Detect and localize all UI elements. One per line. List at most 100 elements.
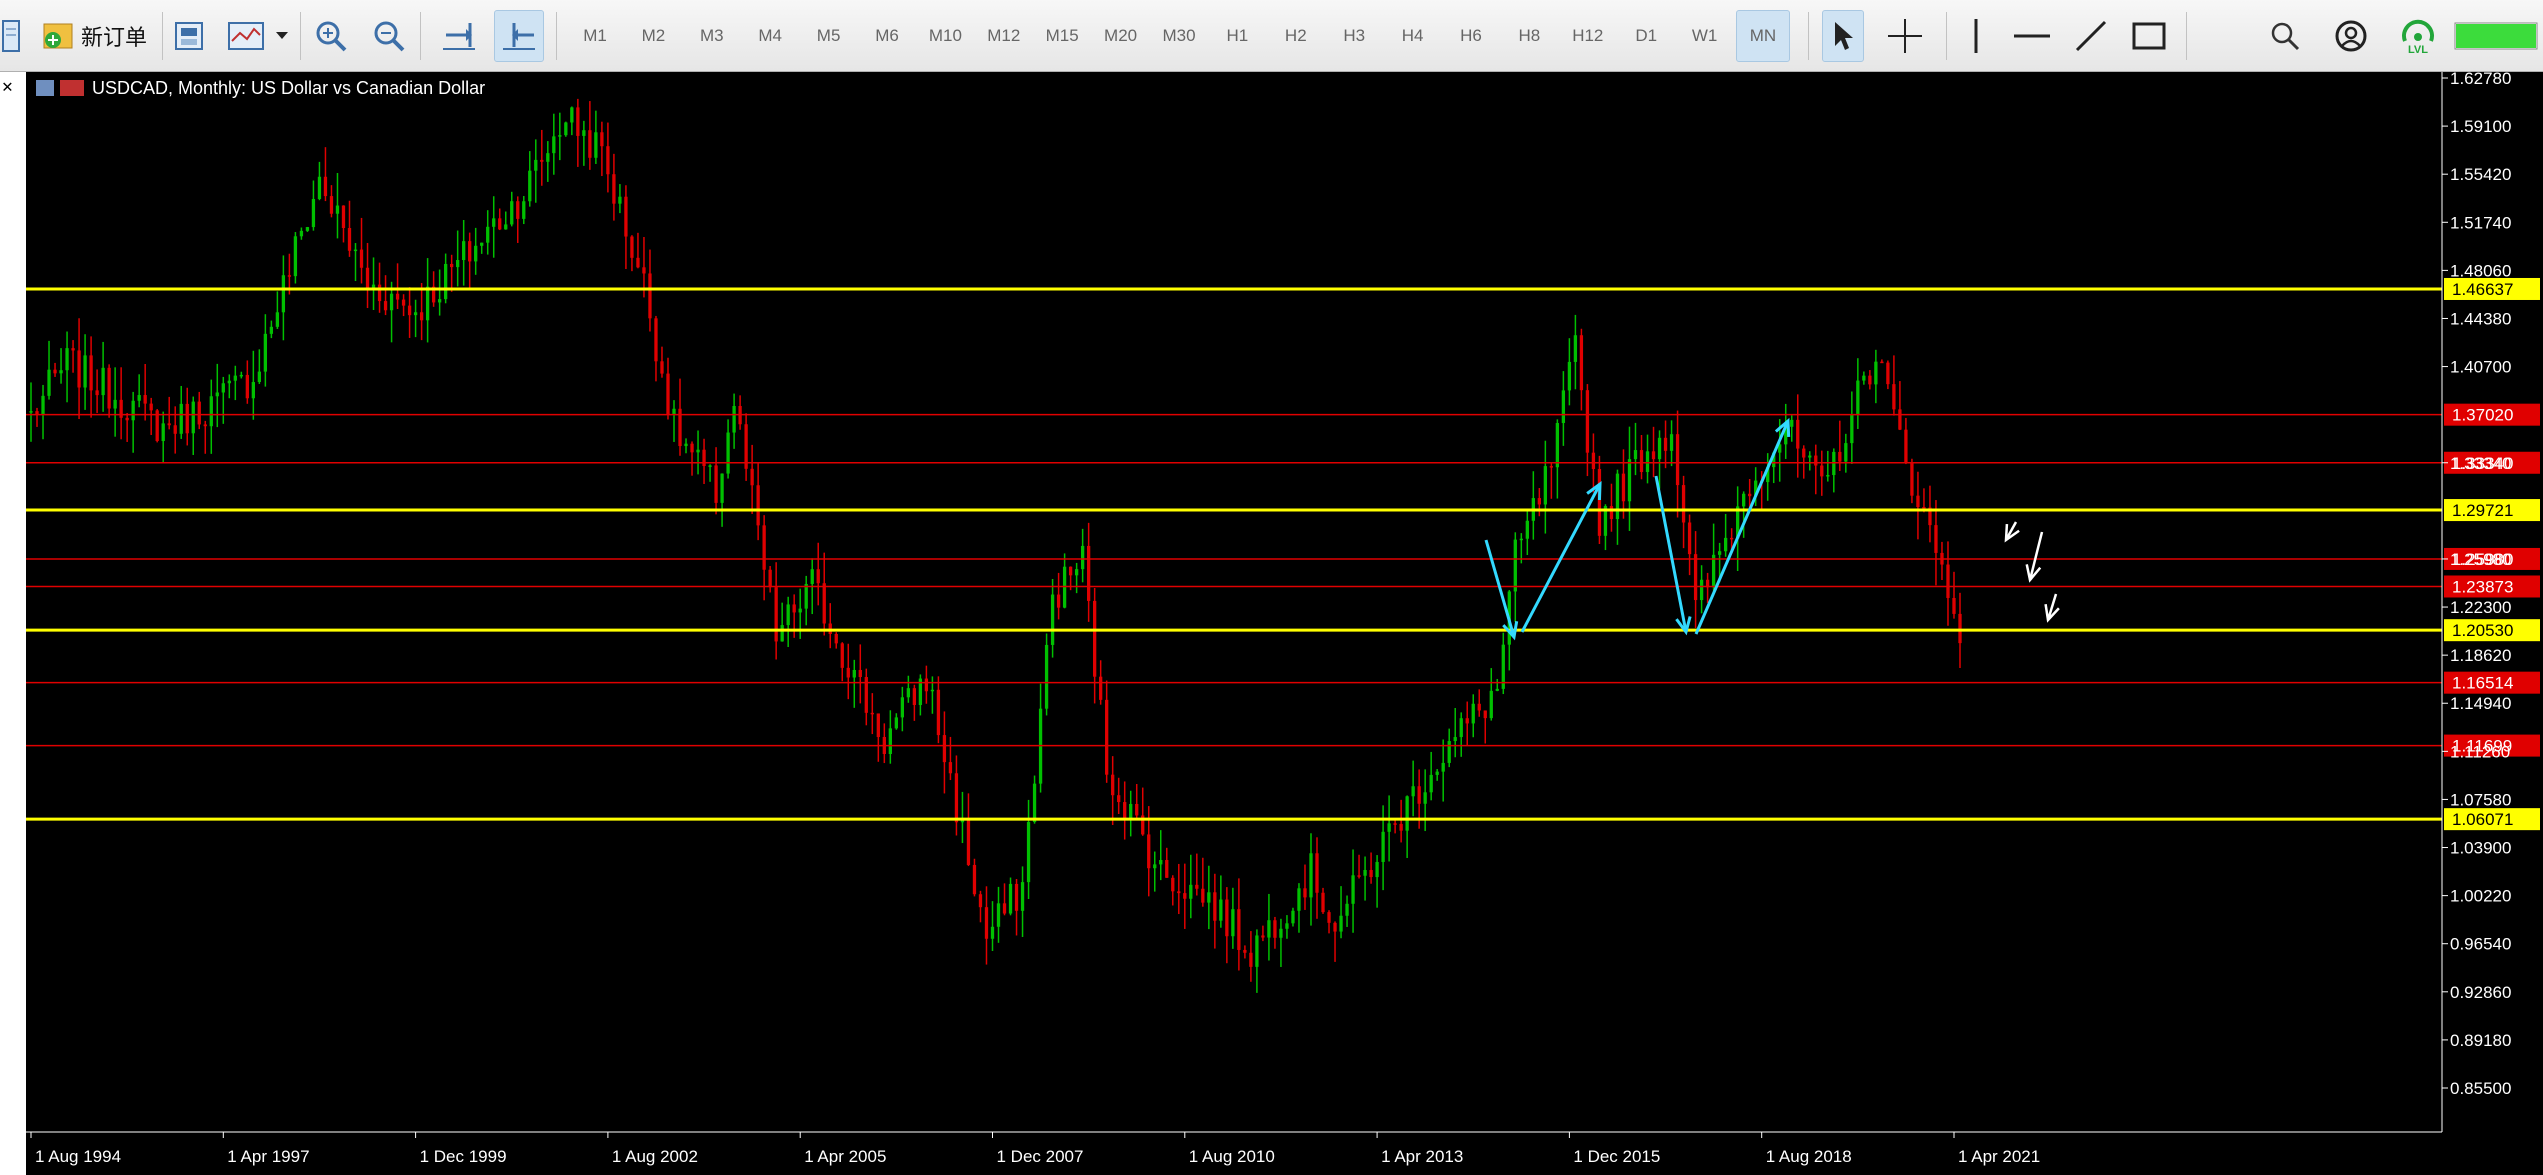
candle-body	[107, 367, 111, 409]
trendline-icon[interactable]	[2068, 10, 2114, 62]
crosshair-icon[interactable]	[1882, 10, 1928, 62]
candle-body	[1868, 375, 1872, 385]
timeframe-m2[interactable]: M2	[641, 26, 666, 45]
timeframe-w1[interactable]: W1	[1691, 26, 1718, 45]
candle-body	[1699, 579, 1704, 601]
candle-body	[606, 146, 610, 175]
search-icon[interactable]	[2262, 10, 2308, 62]
timeframe-m1[interactable]: M1	[583, 26, 607, 45]
cyan-arrow-head	[1502, 620, 1519, 641]
candle-body	[1375, 861, 1379, 878]
time-label: 1 Dec 2007	[996, 1147, 1083, 1166]
indicators-icon[interactable]	[222, 10, 270, 62]
candle-body	[1693, 554, 1698, 601]
candle-body	[1465, 718, 1469, 724]
timeframe-m5[interactable]: M5	[816, 26, 841, 45]
zoom-out-icon[interactable]	[366, 10, 412, 62]
cyan-arrow[interactable]	[1694, 420, 1790, 635]
candle-body	[1874, 361, 1878, 385]
cyan-arrow-head	[1586, 480, 1602, 501]
candle-body	[137, 395, 141, 401]
timeframe-h3[interactable]: H3	[1343, 26, 1366, 45]
time-label: 1 Aug 2018	[1766, 1147, 1852, 1166]
candle-body	[383, 301, 388, 311]
timeframe-h1[interactable]: H1	[1226, 26, 1249, 45]
price-label: 0.89180	[2450, 1031, 2511, 1050]
timeframe-m20[interactable]: M20	[1104, 26, 1138, 45]
candle-body	[918, 678, 923, 705]
timeframe-h12[interactable]: H12	[1572, 26, 1604, 45]
autoscroll-icon[interactable]	[436, 10, 482, 62]
chart-shift-icon[interactable]	[494, 10, 544, 62]
vertical-line-icon[interactable]	[1958, 10, 1994, 62]
candle-body	[1369, 870, 1373, 878]
candle-body	[948, 762, 953, 774]
dropdown-icon[interactable]	[272, 10, 292, 62]
cyan-arrow[interactable]	[1654, 475, 1688, 633]
white-arrow[interactable]	[2046, 593, 2058, 621]
candle-body	[600, 132, 604, 147]
levels-layer: 1.37020 1.33340 1.25980 1.23873 1.16514 1.116…	[26, 277, 2540, 831]
candle-body	[750, 468, 754, 486]
account-icon[interactable]	[2328, 10, 2374, 62]
connection-status-icon[interactable]	[2452, 10, 2540, 62]
time-axis: 1 Aug 1994 1 Apr 1997 1 Dec 1999 1 Aug 2002…	[30, 1132, 2040, 1166]
candle-body	[1808, 455, 1812, 458]
timeframe-h2[interactable]: H2	[1284, 26, 1307, 45]
timeframe-m4[interactable]: M4	[758, 26, 782, 45]
cyan-arrow[interactable]	[1484, 539, 1516, 638]
candle-body	[1717, 551, 1722, 555]
candle-body	[1315, 853, 1319, 893]
candle-body	[1147, 834, 1151, 869]
timeframe-h8[interactable]: H8	[1518, 26, 1541, 45]
candle-body	[1772, 452, 1776, 468]
candle-body	[1357, 875, 1361, 877]
candle-body	[1014, 883, 1019, 911]
timeframe-m30[interactable]: M30	[1162, 26, 1196, 45]
lvl-label: LVL	[2408, 43, 2428, 56]
candle-body	[966, 819, 971, 865]
time-label: 1 Apr 2013	[1381, 1147, 1463, 1166]
chart-window-icon[interactable]	[0, 10, 22, 62]
white-arrow[interactable]	[2028, 531, 2044, 581]
candle-body	[1471, 703, 1475, 724]
timeframe-h4[interactable]: H4	[1401, 26, 1424, 45]
candle-body	[1339, 915, 1343, 932]
timeframe-mn[interactable]: MN	[1736, 10, 1790, 62]
timeframe-d1[interactable]: D1	[1635, 26, 1658, 45]
candle-body	[1171, 877, 1175, 892]
zoom-in-icon[interactable]	[308, 10, 354, 62]
candle-body	[456, 260, 460, 268]
time-label: 1 Aug 2010	[1189, 1147, 1275, 1166]
price-label: 1.11260	[2450, 742, 2510, 761]
lvl-signal-icon[interactable]: LVL	[2394, 10, 2442, 62]
cursor-icon[interactable]	[1822, 10, 1864, 62]
cyan-arrow[interactable]	[1520, 483, 1602, 633]
timeframe-m6[interactable]: M6	[875, 26, 899, 45]
candle-body	[834, 634, 838, 644]
candle-body	[810, 569, 814, 584]
timeframe-m3[interactable]: M3	[699, 26, 724, 45]
price-chart[interactable]: 1.37020 1.33340 1.25980 1.23873 1.16514 1.116…	[26, 72, 2543, 1175]
close-icon[interactable]: ✕	[2, 78, 13, 98]
timeframe-m10[interactable]: M10	[928, 26, 962, 45]
candle-body	[756, 485, 760, 526]
candle-body	[41, 395, 45, 415]
white-arrow[interactable]	[2004, 521, 2018, 541]
price-label: 1.18620	[2450, 646, 2511, 665]
timeframe-h6[interactable]: H6	[1460, 26, 1482, 45]
yellow-level-tag	[2444, 808, 2540, 831]
candle-body	[1453, 737, 1457, 742]
new-order-label: 新订单	[80, 25, 147, 50]
timeframe-m15[interactable]: M15	[1045, 26, 1079, 45]
horizontal-line-icon[interactable]	[2010, 10, 2054, 62]
template-icon[interactable]	[168, 10, 210, 62]
candle-body	[846, 667, 850, 678]
yellow-level-tag	[2444, 619, 2540, 642]
timeframe-m12[interactable]: M12	[987, 26, 1021, 45]
candle-body	[1363, 870, 1367, 876]
candle-body	[660, 361, 664, 374]
candle-body	[1669, 434, 1674, 451]
new-order-button[interactable]: 新订单	[34, 10, 154, 62]
rectangle-icon[interactable]	[2126, 10, 2172, 62]
